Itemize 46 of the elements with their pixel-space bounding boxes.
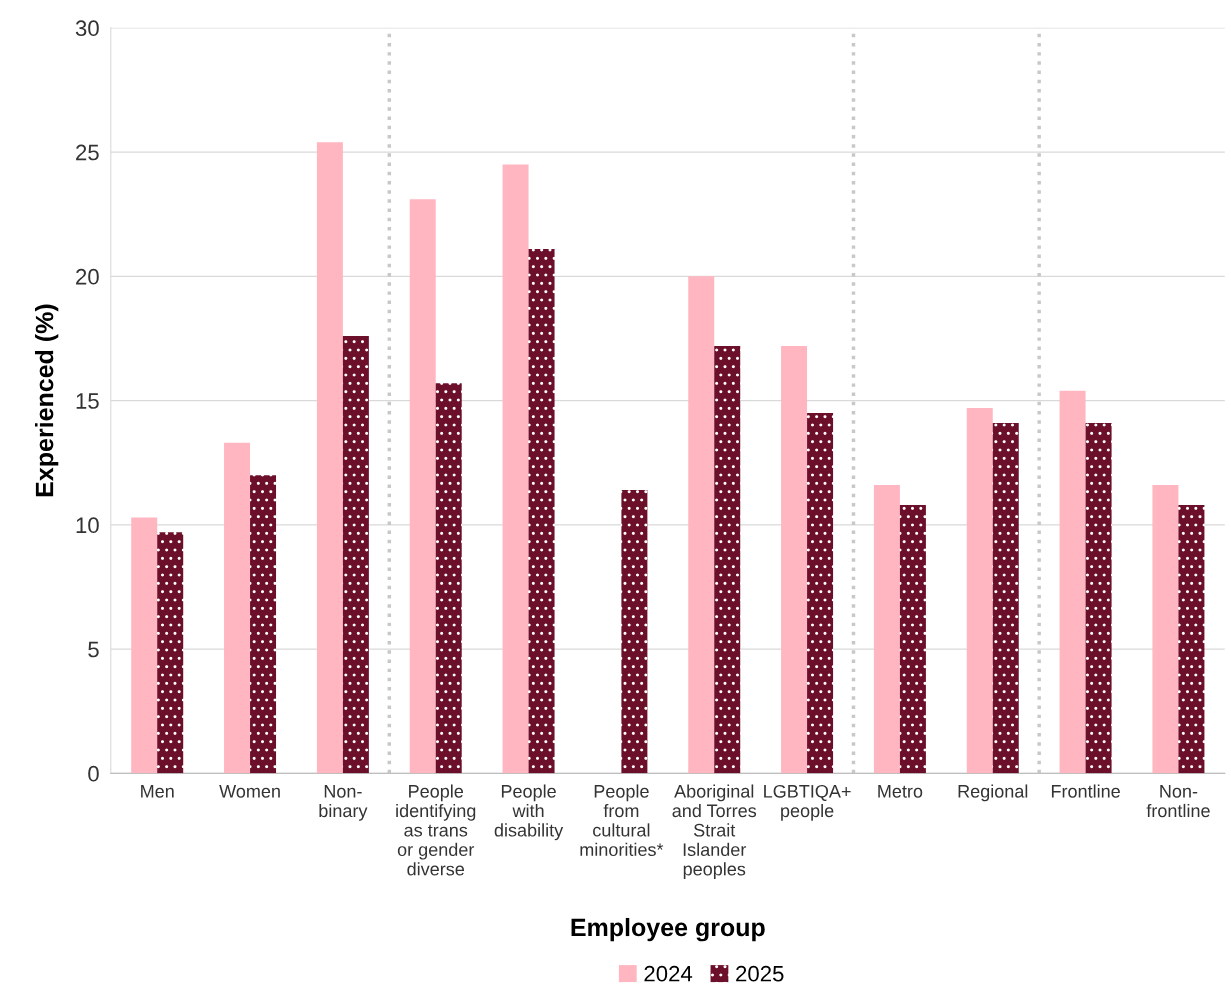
legend-label: 2025 bbox=[736, 965, 784, 982]
bar bbox=[1178, 504, 1205, 774]
y-tick-label: 15 bbox=[76, 393, 99, 409]
bar bbox=[250, 475, 277, 774]
x-tick-label: Metro bbox=[878, 785, 923, 798]
y-axis-title: Experienced (%) bbox=[34, 304, 59, 497]
bar bbox=[409, 199, 436, 774]
x-tick-label: People identifying as trans or gender diverse bbox=[396, 784, 476, 876]
bar bbox=[781, 345, 808, 774]
x-axis-title: Employee group bbox=[571, 917, 765, 942]
bar bbox=[621, 490, 648, 774]
bar bbox=[714, 345, 741, 774]
y-tick-label: 30 bbox=[75, 20, 99, 37]
bar bbox=[688, 276, 715, 774]
bar bbox=[131, 517, 158, 774]
y-tick-label: 10 bbox=[76, 517, 99, 534]
x-tick-label: Men bbox=[141, 785, 174, 798]
bar bbox=[1059, 390, 1086, 774]
y-tick-label: 0 bbox=[88, 765, 99, 782]
x-tick-label: Aboriginal and Torres Strait Islander peoples bbox=[672, 784, 757, 880]
bar bbox=[528, 249, 555, 774]
bar bbox=[224, 442, 251, 774]
bar bbox=[157, 532, 184, 774]
bar bbox=[1152, 485, 1179, 774]
y-tick-label: 20 bbox=[76, 268, 99, 285]
bar bbox=[316, 142, 343, 774]
x-tick-label: Non- binary bbox=[319, 785, 368, 821]
x-tick-label: Women bbox=[219, 785, 280, 798]
bar bbox=[807, 413, 834, 774]
bar bbox=[873, 485, 900, 774]
bar bbox=[502, 164, 529, 774]
bar bbox=[899, 504, 926, 774]
y-tick-label: 25 bbox=[76, 144, 99, 161]
x-tick-label: People from cultural minorities* bbox=[580, 784, 664, 857]
x-tick-label: Regional bbox=[958, 784, 1028, 802]
bar bbox=[342, 335, 369, 774]
y-tick-label: 5 bbox=[88, 641, 99, 658]
x-tick-label: LGBTIQA+ people bbox=[764, 784, 851, 821]
bar bbox=[1085, 422, 1112, 774]
legend-label: 2024 bbox=[644, 965, 693, 982]
bar bbox=[992, 422, 1019, 774]
x-tick-label: People with disability bbox=[494, 784, 564, 841]
bar bbox=[966, 408, 993, 774]
bar bbox=[435, 383, 462, 774]
x-tick-label: Non- frontline bbox=[1146, 785, 1210, 818]
x-tick-label: Frontline bbox=[1051, 784, 1120, 798]
